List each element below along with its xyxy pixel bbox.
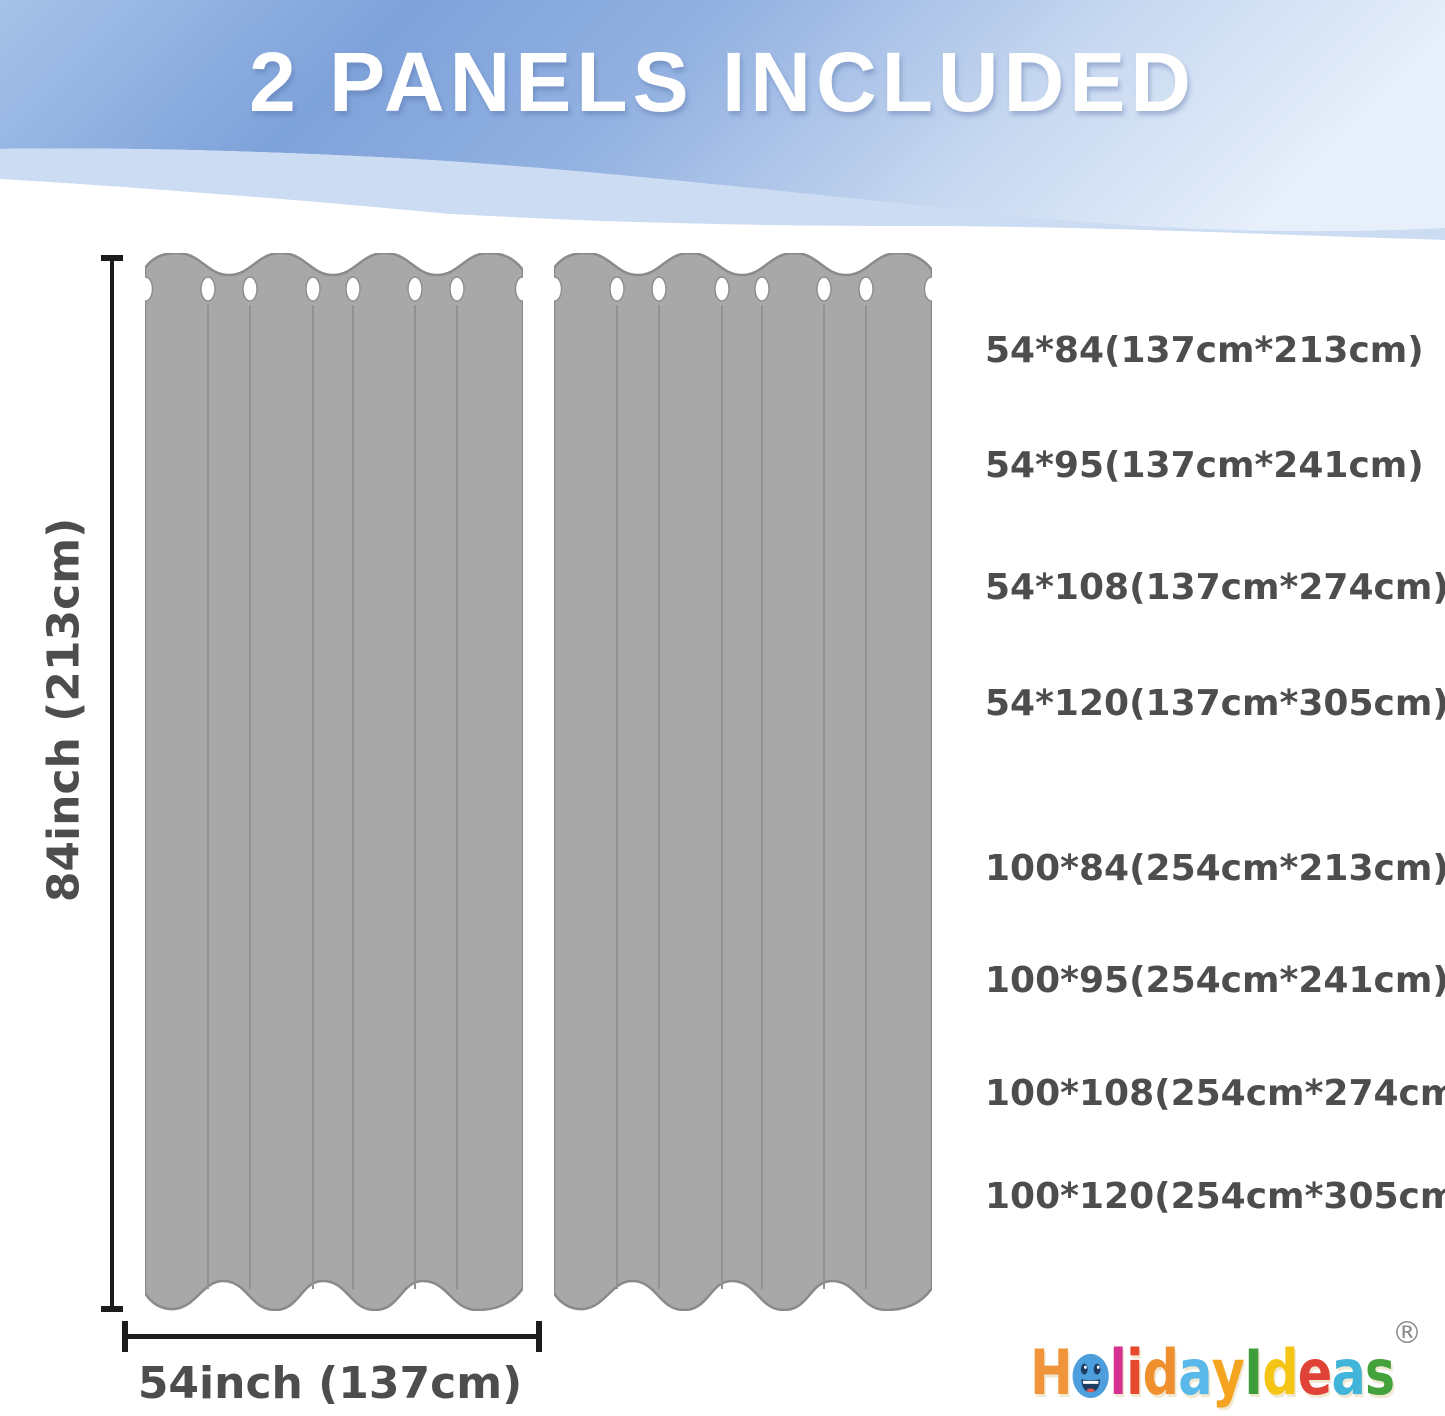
size-row: 54*120(137cm*305cm)	[985, 683, 1445, 724]
size-row: 100*84(254cm*213cm)	[985, 848, 1445, 889]
width-dimension-cap-left	[122, 1321, 128, 1352]
size-list: 54*84(137cm*213cm) 54*95(137cm*241cm) 54…	[985, 330, 1445, 1230]
height-dimension-cap-top	[101, 255, 123, 261]
brand-letter: d	[1142, 1336, 1179, 1409]
banner-blue-area	[0, 0, 1445, 232]
width-dimension-line	[124, 1334, 540, 1339]
banner-light-wave	[0, 148, 1445, 240]
banner	[0, 0, 1445, 256]
width-dimension-label: 54inch (137cm)	[137, 1358, 523, 1409]
registered-mark: ®	[1392, 1316, 1422, 1351]
size-row: 100*120(254cm*305cm)	[985, 1176, 1445, 1217]
size-row: 54*108(137cm*274cm)	[985, 567, 1445, 608]
brand-letter: s	[1364, 1336, 1395, 1409]
size-row: 100*108(254cm*274cm)	[985, 1073, 1445, 1114]
brand-letter: H	[1030, 1336, 1073, 1409]
brand-letter: I	[1244, 1336, 1263, 1409]
brand-letter: i	[1126, 1336, 1143, 1409]
size-row: 100*95(254cm*241cm)	[985, 960, 1445, 1001]
size-row: 54*95(137cm*241cm)	[985, 445, 1424, 486]
height-dimension-cap-bottom	[101, 1306, 123, 1312]
height-dimension-line	[110, 258, 114, 1310]
brand-letter: a	[1178, 1336, 1212, 1409]
height-dimension-label: 84inch (213cm)	[38, 517, 90, 903]
brand-letter: y	[1211, 1336, 1245, 1409]
smiley-face-icon	[1072, 1353, 1110, 1399]
width-dimension-cap-right	[536, 1321, 542, 1352]
size-row: 54*84(137cm*213cm)	[985, 330, 1424, 371]
curtain-panel-right	[554, 253, 932, 1311]
banner-white-wave	[0, 179, 1445, 256]
banner-title: 2 PANELS INCLUDED	[249, 35, 1196, 129]
brand-letter: a	[1331, 1336, 1365, 1409]
brand-letter: d	[1262, 1336, 1298, 1409]
curtain-panel-left	[145, 253, 523, 1311]
brand-letter: l	[1109, 1336, 1127, 1409]
brand-letter: e	[1297, 1336, 1332, 1409]
